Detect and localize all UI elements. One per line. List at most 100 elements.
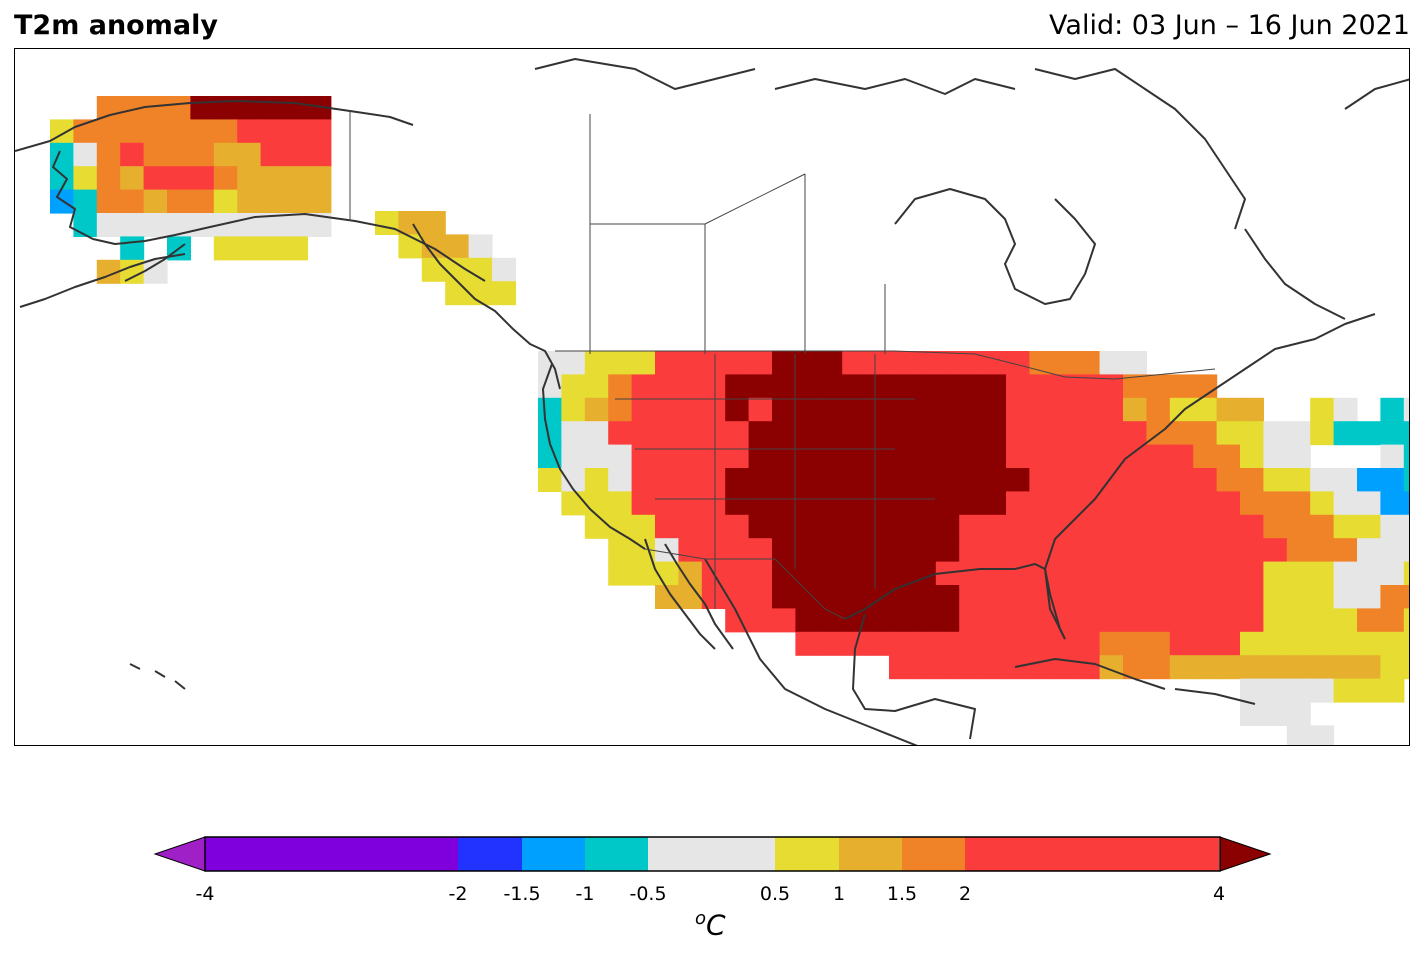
grid-cell [1357,491,1381,516]
grid-cell [584,421,609,446]
grid-cell [1123,538,1147,563]
grid-cell [748,444,773,469]
grid-cell [284,189,308,214]
grid-cell [1286,538,1311,563]
grid-cell [1403,631,1409,656]
grid-cell [237,96,262,120]
grid-cell [1076,608,1101,633]
grid-cell [608,538,633,563]
grid-cell [1006,397,1030,422]
grid-cell [865,351,890,375]
grid-cell [1333,397,1358,422]
grid-cell [1029,561,1054,586]
grid-cell [701,491,726,516]
grid-cell [1076,585,1101,609]
grid-cell [1052,444,1077,469]
grid-cell [1006,468,1030,492]
grid-cell [1029,608,1054,633]
coast-hawaii [129,663,186,690]
grid-cell [1076,538,1101,563]
grid-cell [1357,655,1381,680]
grid-cell [1193,655,1218,680]
grid-cell [1169,374,1194,399]
grid-cell [167,166,191,191]
grid-cell [795,468,820,492]
grid-cell [237,119,262,144]
coast-alaska [15,100,414,152]
grid-cell [912,421,937,446]
coast-hispaniola [1174,688,1256,705]
grid-cell [1286,491,1311,516]
grid-cell [96,142,121,167]
grid-cell [584,397,609,422]
anomaly-grid [50,96,1409,745]
grid-cell [889,514,913,539]
grid-cell [982,538,1007,563]
grid-cell [421,211,446,235]
grid-cell [795,538,820,563]
grid-cell [982,608,1007,633]
grid-cell [608,561,633,586]
grid-cell [1240,468,1264,492]
grid-cell [1006,374,1030,399]
grid-cell [260,96,285,120]
grid-cell [1029,374,1054,399]
colorbar-over-extension [1220,837,1270,871]
grid-cell [631,444,656,469]
grid-cell [959,397,984,422]
grid-cell [1263,585,1288,609]
grid-cell [1216,397,1241,422]
grid-cell [1123,631,1147,656]
grid-cell [959,468,984,492]
grid-cell [1099,351,1124,375]
grid-cell [701,397,726,422]
grid-cell [655,351,679,375]
grid-cell [1240,585,1264,609]
grid-cell [701,514,726,539]
grid-cell [1216,631,1241,656]
grid-cell [1076,561,1101,586]
grid-cell [1193,514,1218,539]
grid-cell [1380,538,1405,563]
coast-labrador [1244,228,1346,320]
grid-cell [237,142,262,167]
grid-cell [889,351,913,375]
grid-cell [935,491,960,516]
grid-cell [959,631,984,656]
grid-cell [143,96,168,120]
grid-cell [842,514,867,539]
grid-cell [842,538,867,563]
grid-cell [935,421,960,446]
grid-cell [631,561,656,586]
grid-cell [1263,631,1288,656]
colorbar-tick-label: 0.5 [759,883,791,905]
grid-cell [725,374,750,399]
grid-cell [889,561,913,586]
colorbar-bin [458,837,522,871]
grid-cell [1216,608,1241,633]
grid-cell [935,374,960,399]
grid-cell [678,374,703,399]
grid-cell [1193,585,1218,609]
grid-cell [608,468,633,492]
grid-cell [213,119,238,144]
colorbar-bin [775,837,839,871]
grid-cell [421,257,446,282]
grid-cell [538,397,562,422]
grid-cell [1076,514,1101,539]
grid-cell [1052,351,1077,375]
coast-baja [644,538,716,650]
coast-aleutians [19,253,186,308]
grid-cell [772,351,796,375]
grid-cell [818,374,843,399]
grid-cell [678,561,703,586]
grid-cell [795,374,820,399]
grid-cell [1006,585,1030,609]
grid-cell [1240,397,1264,422]
map-panel [14,48,1410,746]
grid-cell [237,166,262,191]
grid-cell [1216,514,1241,539]
grid-cell [307,142,332,167]
grid-cell [167,96,191,120]
colorbar-unit: oC [695,908,726,942]
